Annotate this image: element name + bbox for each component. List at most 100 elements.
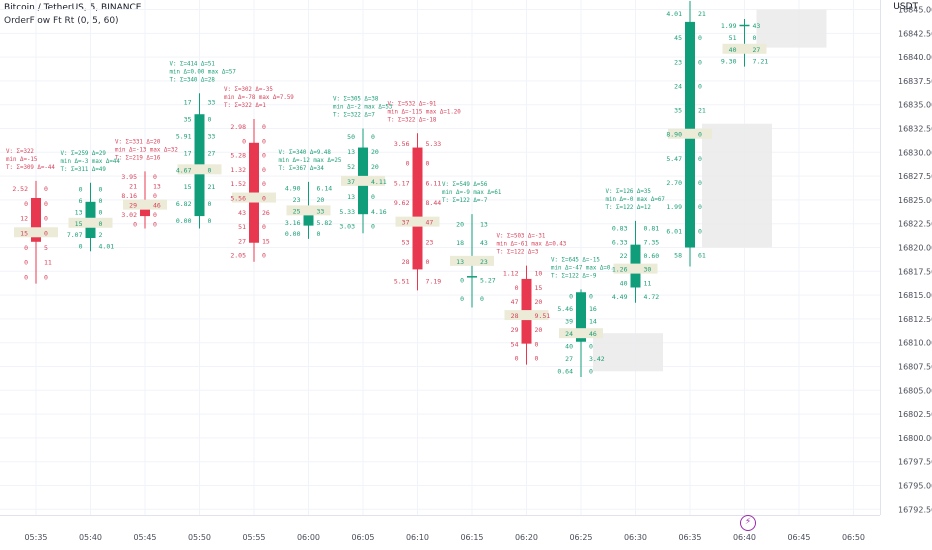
ask-volume-label: 50 [347,133,355,141]
ask-volume-label: 37 [347,178,355,186]
bid-volume-label: 0 [589,293,593,301]
candle-delta-summary: V: Σ=259 Δ=29 [61,151,107,157]
price-tick-label: 16815.00 [898,291,932,300]
candle-delta-summary: min Δ=-61 max Δ=0.43 [497,242,567,248]
bid-volume-label: 6.11 [426,179,442,187]
bid-volume-label: 0.60 [644,252,660,260]
bid-volume-label: 0 [371,133,375,141]
ask-volume-label: 18 [456,239,464,247]
ask-volume-label: 22 [620,252,628,260]
poc-box [722,43,767,54]
ask-volume-label: 24 [565,330,573,338]
price-tick-label: 16842.50 [898,29,932,38]
price-tick-label: 16837.50 [898,77,932,86]
bid-volume-label: 0 [698,203,702,211]
ask-volume-label: 9.30 [721,58,737,66]
ask-volume-label: 35 [184,116,192,124]
bid-volume-label: 0 [262,137,266,145]
price-tick-label: 16830.00 [898,148,932,157]
bid-volume-label: 0 [44,185,48,193]
bid-volume-label: 16 [589,305,597,313]
bid-volume-label: 0 [99,220,103,228]
bid-volume-label: 23 [480,258,488,266]
bid-volume-label: 0 [535,340,539,348]
candle-delta-summary: T: Σ=122 Δ=-9 [551,273,597,279]
time-tick-label: 06:20 [515,533,538,542]
candle-delta-summary: T: Σ=322 Δ=1 [224,103,266,109]
candle-delta-summary: min Δ=-47 max Δ=0.00 [551,265,621,271]
bid-volume-label: 0 [99,208,103,216]
bid-volume-label: 13 [480,221,488,229]
bid-volume-label: 0 [153,221,157,229]
candle-delta-summary: T: Σ=322 Δ=7 [333,113,375,119]
candle-delta-summary: min Δ=-13 max Δ=32 [115,147,178,153]
price-tick-label: 16817.50 [898,267,932,276]
bid-volume-label: 0 [698,227,702,235]
bid-volume-label: 46 [153,202,161,210]
ask-volume-label: 5.46 [557,305,573,313]
ask-volume-label: 12 [20,215,28,223]
bid-volume-label: 33 [208,99,216,107]
ask-volume-label: 6.82 [176,200,192,208]
bid-volume-label: 0 [99,185,103,193]
bid-volume-label: 33 [208,133,216,141]
price-tick-label: 16810.00 [898,339,932,348]
bid-volume-label: 0 [44,200,48,208]
ask-volume-label: 28 [402,258,410,266]
time-tick-label: 06:30 [624,533,647,542]
ask-volume-label: 58 [674,251,682,259]
ask-volume-label: 6.01 [666,227,682,235]
bid-volume-label: 0 [44,215,48,223]
bid-volume-label: 6.14 [317,185,333,193]
bid-volume-label: 4.72 [644,293,660,301]
price-tick-label: 16795.00 [898,481,932,490]
ask-volume-label: 17 [184,149,192,157]
candle-delta-summary: min Δ=-78 max Δ=7.59 [224,95,294,101]
ask-volume-label: 13 [456,258,464,266]
bid-volume-label: 15 [535,284,543,292]
bid-volume-label: 21 [208,183,216,191]
bid-volume-label: 43 [480,239,488,247]
bid-volume-label: 0 [153,173,157,181]
price-tick-label: 16832.50 [898,125,932,134]
ask-volume-label: 13 [347,193,355,201]
ask-volume-label: 0.83 [612,225,628,233]
bid-volume-label: 5 [44,244,48,252]
indicator-title: OrderFlow Ft Rt (0, 5, 60) [4,16,119,26]
bid-volume-label: 0 [208,217,212,225]
bid-volume-label: 27 [753,46,761,54]
candle-delta-summary: min Δ=-15 [6,157,38,163]
ask-volume-label: 5.28 [230,152,246,160]
price-tick-label: 16835.00 [898,101,932,110]
bid-volume-label: 0 [262,166,266,174]
candle-delta-summary: min Δ=-12 max Δ=25 [279,158,342,164]
ask-volume-label: 21 [129,183,137,191]
bid-volume-label: 0 [371,193,375,201]
ask-volume-label: 7.07 [67,231,83,239]
bid-volume-label: 0 [208,200,212,208]
lightning-icon[interactable]: ⚡ [740,515,756,531]
bid-volume-label: 43 [753,22,761,30]
bid-volume-label: 26 [262,209,270,217]
ask-volume-label: 4.67 [176,166,192,174]
ask-volume-label: 54 [511,340,519,348]
ask-volume-label: 20 [456,221,464,229]
time-tick-label: 06:50 [842,533,865,542]
poc-box [123,199,167,210]
ask-volume-label: 4.01 [666,10,682,18]
ask-volume-label: 25 [293,207,301,215]
candle-delta-summary: V: Σ=414 Δ=51 [170,61,216,67]
bid-volume-label: 0 [317,230,321,238]
ask-volume-label: 27 [565,355,573,363]
bid-volume-label: 0 [208,166,212,174]
candle-delta-summary: T: Σ=309 Δ=-44 [6,165,55,171]
ask-volume-label: 40 [565,343,573,351]
ask-volume-label: 0 [133,221,137,229]
price-tick-label: 16802.50 [898,410,932,419]
bid-volume-label: 0 [153,192,157,200]
bid-volume-label: 46 [589,330,597,338]
ask-volume-label: 40 [620,279,628,287]
time-tick-label: 06:35 [678,533,701,542]
candle-delta-summary: min Δ=-9 max Δ=61 [442,190,502,196]
